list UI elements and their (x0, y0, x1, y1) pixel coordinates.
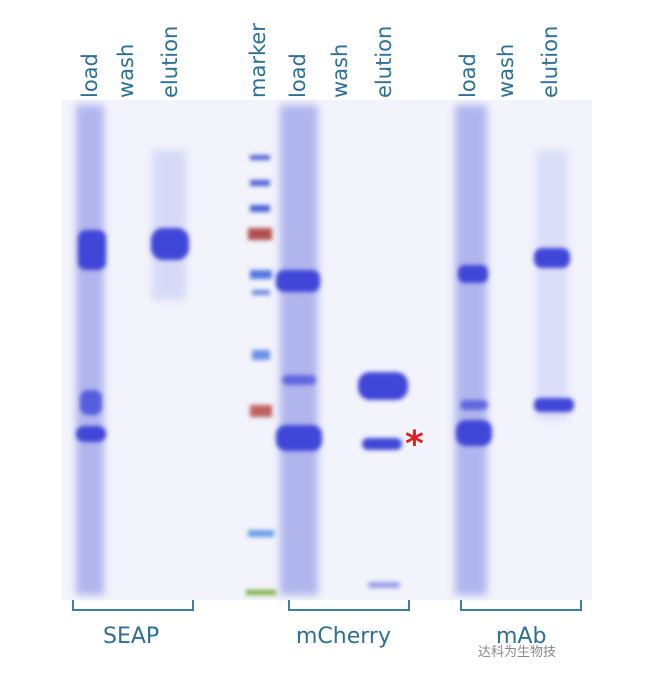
marker-ladder (246, 155, 276, 595)
group-bracket (460, 600, 582, 611)
band (76, 426, 106, 442)
group-bracket (288, 600, 410, 611)
lane-label: wash (494, 43, 518, 98)
marker-band (250, 155, 270, 160)
band (80, 390, 102, 415)
group-label-mcherry: mCherry (296, 624, 391, 649)
marker-band (252, 290, 270, 295)
band-seap-elution (151, 228, 189, 260)
lane-label: load (78, 53, 102, 98)
band (276, 425, 322, 451)
lane-label: marker (246, 23, 270, 98)
marker-band (248, 228, 272, 240)
band-mab-heavy-chain (534, 248, 570, 268)
watermark: 达科为生物技 (478, 645, 557, 660)
group-label-mab: mAb (496, 624, 547, 649)
lane-seap-elution-smear (152, 150, 186, 300)
marker-band (252, 350, 270, 360)
marker-band (250, 205, 270, 212)
lane-mab-load-smear (455, 105, 487, 595)
band-mcherry-elution (358, 372, 408, 400)
marker-band (248, 530, 274, 537)
band (78, 230, 106, 270)
lane-label: wash (328, 43, 352, 98)
band (276, 270, 320, 292)
band (458, 265, 488, 283)
lane-label: wash (114, 43, 138, 98)
lane-seap-load-smear (76, 105, 104, 595)
marker-band (246, 590, 276, 595)
lane-label: elution (158, 25, 182, 98)
band (282, 375, 316, 385)
lane-mcherry-load-smear (280, 105, 318, 595)
marker-band (250, 180, 270, 186)
lane-label: load (286, 53, 310, 98)
band (368, 582, 400, 588)
group-label-seap: SEAP (103, 624, 160, 649)
band (460, 400, 488, 410)
lane-mab-elution-smear (536, 150, 568, 420)
marker-band (250, 405, 272, 417)
asterisk-annotation: * (405, 424, 424, 465)
lane-label: elution (538, 25, 562, 98)
lane-label: load (456, 53, 480, 98)
marker-band (250, 270, 272, 279)
band-mcherry-truncated (362, 438, 402, 450)
gel-background (62, 100, 592, 600)
band (456, 420, 492, 446)
lane-label: elution (372, 25, 396, 98)
group-bracket (72, 600, 194, 611)
band-mab-light-chain (534, 398, 574, 412)
